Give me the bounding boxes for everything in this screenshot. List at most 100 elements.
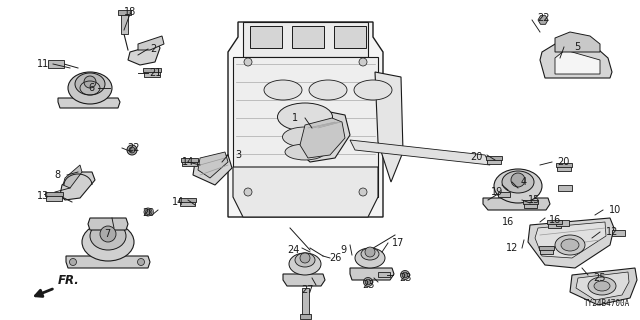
Bar <box>378 272 390 277</box>
Bar <box>557 165 571 171</box>
Bar <box>180 200 195 206</box>
Ellipse shape <box>282 127 328 147</box>
Ellipse shape <box>361 248 379 260</box>
Circle shape <box>365 247 375 257</box>
Circle shape <box>244 188 252 196</box>
Text: FR.: FR. <box>58 274 80 287</box>
Text: 7: 7 <box>104 229 110 239</box>
Polygon shape <box>483 198 550 210</box>
Circle shape <box>365 279 371 285</box>
Circle shape <box>138 259 145 266</box>
Bar <box>292 26 324 48</box>
Circle shape <box>511 173 525 187</box>
Text: 3: 3 <box>235 150 241 160</box>
Text: 12: 12 <box>506 243 518 253</box>
Bar <box>182 160 197 166</box>
Polygon shape <box>538 16 548 24</box>
Polygon shape <box>58 98 120 108</box>
Text: 11: 11 <box>37 59 49 69</box>
Text: 12: 12 <box>606 227 618 237</box>
Bar <box>181 158 198 162</box>
Ellipse shape <box>285 144 325 160</box>
Ellipse shape <box>68 72 112 104</box>
Circle shape <box>359 188 367 196</box>
Polygon shape <box>193 155 232 185</box>
Bar <box>539 246 554 250</box>
Text: 1: 1 <box>292 113 298 123</box>
Bar <box>243 22 368 57</box>
Text: 6: 6 <box>88 83 94 93</box>
Ellipse shape <box>264 80 302 100</box>
Bar <box>558 185 572 191</box>
Ellipse shape <box>355 248 385 268</box>
Polygon shape <box>540 38 612 78</box>
Bar <box>48 60 64 68</box>
Bar <box>46 194 62 201</box>
Polygon shape <box>198 152 228 178</box>
Circle shape <box>129 147 135 153</box>
Polygon shape <box>570 268 637 305</box>
Circle shape <box>84 76 96 88</box>
Bar <box>233 57 378 197</box>
Bar <box>498 192 510 197</box>
Circle shape <box>127 145 137 155</box>
Text: 20: 20 <box>142 208 154 218</box>
Bar <box>334 26 366 48</box>
Text: 10: 10 <box>609 205 621 215</box>
Ellipse shape <box>354 80 392 100</box>
Text: 20: 20 <box>470 152 482 162</box>
Polygon shape <box>283 274 325 286</box>
Text: 13: 13 <box>37 191 49 201</box>
Text: 14: 14 <box>182 157 194 167</box>
Text: 16: 16 <box>549 215 561 225</box>
Polygon shape <box>350 140 490 165</box>
Ellipse shape <box>295 253 315 267</box>
Circle shape <box>144 208 152 216</box>
Text: 23: 23 <box>399 273 411 283</box>
Ellipse shape <box>289 253 321 275</box>
Circle shape <box>100 226 116 242</box>
Bar <box>143 68 161 72</box>
Bar <box>524 202 537 208</box>
Bar <box>547 220 562 224</box>
Polygon shape <box>228 22 383 217</box>
Polygon shape <box>300 118 345 158</box>
Text: 24: 24 <box>287 245 299 255</box>
Ellipse shape <box>75 73 105 95</box>
Bar <box>548 222 561 228</box>
Polygon shape <box>535 222 606 258</box>
Bar <box>556 220 569 226</box>
Bar <box>250 26 282 48</box>
Text: 20: 20 <box>557 157 569 167</box>
Polygon shape <box>350 268 394 280</box>
Text: 22: 22 <box>537 13 549 23</box>
Polygon shape <box>128 44 160 65</box>
Ellipse shape <box>561 239 579 251</box>
Circle shape <box>359 58 367 66</box>
Text: TY24B4700A: TY24B4700A <box>584 299 630 308</box>
Polygon shape <box>138 36 164 50</box>
Ellipse shape <box>278 103 333 131</box>
Polygon shape <box>555 32 600 52</box>
Polygon shape <box>555 50 600 74</box>
Text: 16: 16 <box>502 217 514 227</box>
Polygon shape <box>66 256 150 268</box>
Ellipse shape <box>494 169 542 203</box>
Text: 18: 18 <box>124 7 136 17</box>
Text: 22: 22 <box>127 143 140 153</box>
Text: 27: 27 <box>301 285 314 295</box>
Bar <box>121 12 128 34</box>
Text: 17: 17 <box>392 238 404 248</box>
Polygon shape <box>576 272 629 300</box>
Circle shape <box>145 210 150 214</box>
Bar <box>523 200 538 204</box>
Ellipse shape <box>555 235 585 255</box>
Text: 26: 26 <box>329 253 341 263</box>
Text: 9: 9 <box>340 245 346 255</box>
Circle shape <box>300 253 310 263</box>
Bar <box>45 192 63 196</box>
Polygon shape <box>295 112 350 162</box>
Text: 19: 19 <box>491 187 503 197</box>
Text: 25: 25 <box>594 273 606 283</box>
Polygon shape <box>233 167 378 217</box>
